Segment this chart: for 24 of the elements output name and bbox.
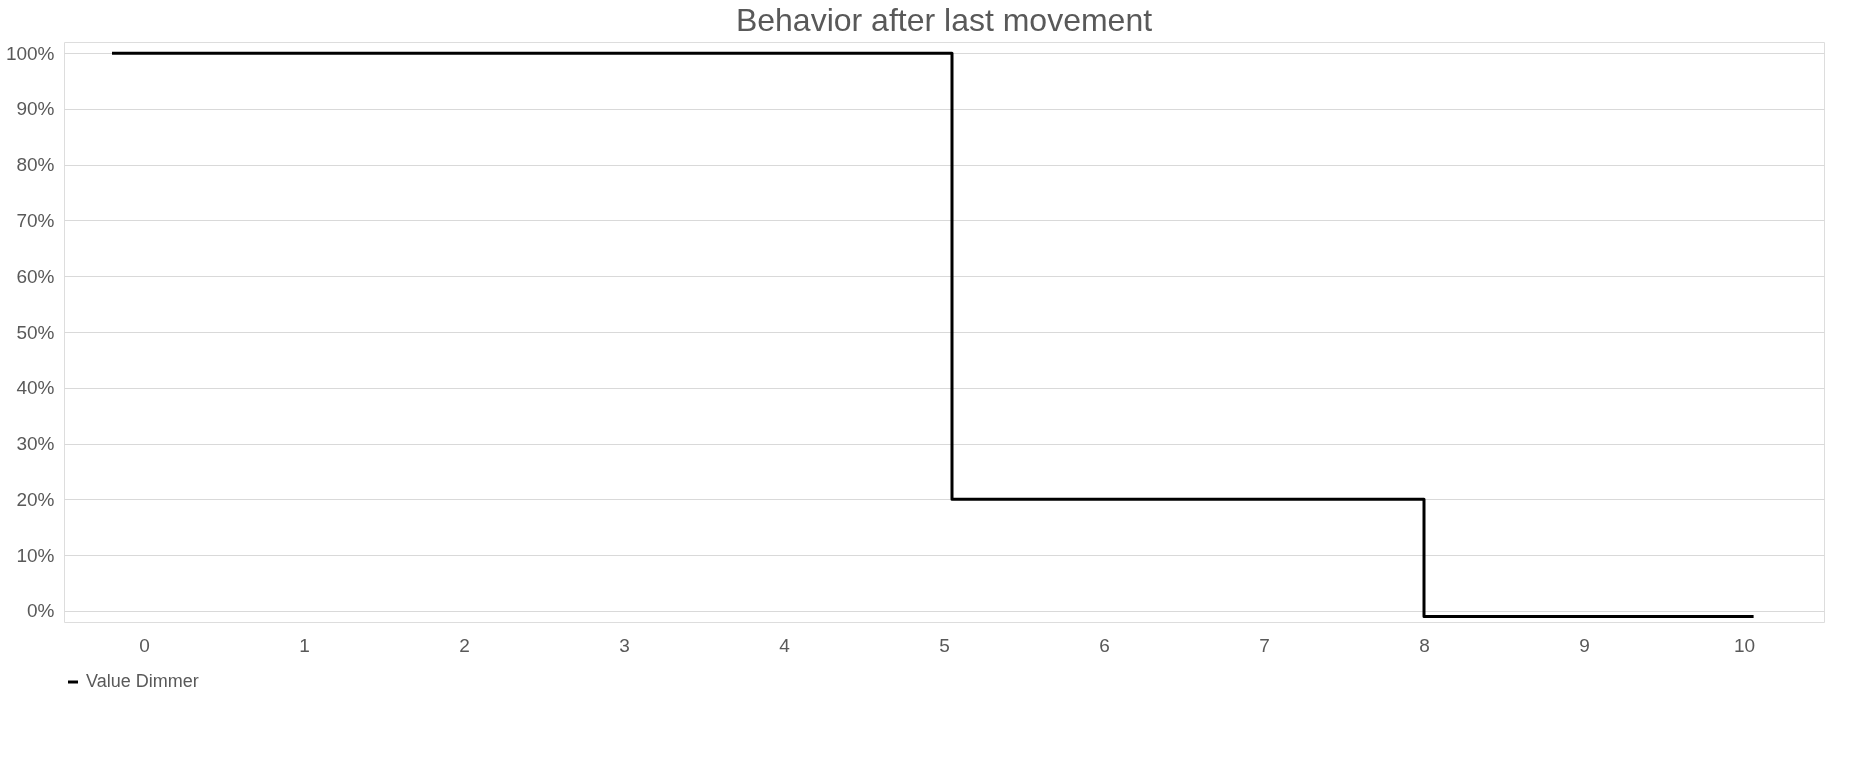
y-tick-label: 0% [27,600,55,622]
y-tick-label: 30% [16,433,55,455]
x-tick-label: 10 [1733,634,1756,656]
y-tick-label: 40% [16,377,55,399]
y-tick-label: 80% [16,154,55,176]
x-tick-label: 7 [1259,634,1270,656]
legend-label: Value Dimmer [86,671,199,691]
x-tick-label: 4 [779,634,791,656]
y-tick-label: 100% [5,42,55,64]
y-tick-label: 70% [16,209,55,231]
y-tick-label: 60% [16,265,55,287]
y-tick-label: 20% [16,488,55,510]
x-tick-label: 6 [1099,634,1110,656]
x-tick-label: 2 [459,634,470,656]
x-tick-label: 8 [1419,634,1430,656]
x-tick-label: 3 [619,634,630,656]
x-tick-label: 5 [939,634,950,656]
x-tick-label: 1 [299,634,310,656]
y-tick-label: 10% [16,544,55,566]
chart-title: Behavior after last movement [735,2,1153,38]
y-tick-label: 50% [16,321,55,343]
y-tick-label: 90% [16,98,55,120]
x-tick-label: 0 [139,634,150,656]
x-tick-label: 9 [1579,634,1590,656]
